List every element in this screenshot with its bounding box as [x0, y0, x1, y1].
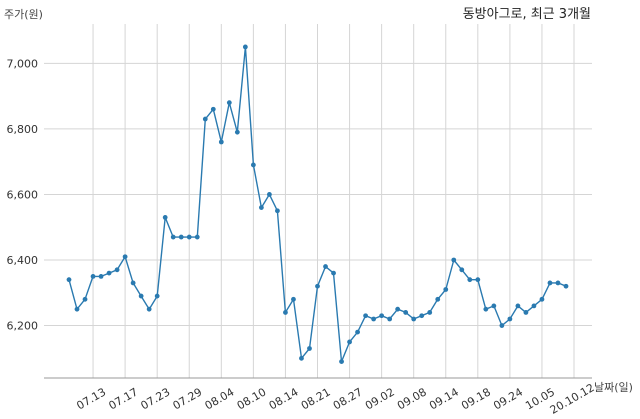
x-tick-label: 08.21	[299, 385, 333, 412]
data-point	[523, 310, 529, 315]
data-point	[98, 273, 104, 279]
y-tick-label: 7,000	[7, 57, 39, 70]
data-point	[363, 313, 368, 319]
data-point	[475, 277, 481, 283]
y-tick-label: 6,800	[7, 123, 39, 136]
x-tick-label: 07.17	[106, 385, 140, 412]
data-point	[275, 208, 280, 214]
data-point	[507, 316, 513, 322]
data-point	[162, 214, 168, 220]
data-point	[74, 306, 80, 312]
x-tick-label: 09.18	[459, 385, 493, 412]
data-point	[315, 283, 320, 289]
data-point	[427, 310, 433, 315]
data-point	[210, 106, 216, 112]
data-point	[226, 100, 232, 106]
x-tick-label: 07.23	[139, 385, 173, 412]
x-tick-label: 09.24	[491, 385, 525, 412]
x-tick-label: 09.02	[363, 385, 397, 412]
data-point	[499, 323, 505, 328]
grid	[44, 24, 592, 378]
data-point	[234, 129, 240, 135]
data-point	[202, 116, 208, 122]
data-point	[250, 162, 256, 168]
x-tick-label: 07.29	[171, 385, 205, 412]
data-point	[66, 277, 72, 283]
y-tick-label: 6,600	[7, 188, 39, 201]
data-point	[339, 359, 344, 365]
data-point	[106, 270, 112, 276]
y-tick-label: 6,400	[7, 254, 39, 267]
x-tick-label: 08.10	[235, 385, 269, 412]
x-tick-label: 08.04	[203, 385, 237, 412]
data-point	[491, 303, 497, 309]
data-point	[82, 296, 88, 302]
x-tick-label: 08.14	[267, 385, 301, 412]
data-point	[419, 313, 425, 319]
data-point	[435, 296, 441, 302]
data-point	[531, 303, 537, 309]
data-point	[387, 316, 393, 322]
data-point	[307, 346, 312, 351]
data-point	[355, 329, 360, 335]
data-point	[258, 205, 264, 210]
data-point	[459, 267, 465, 273]
data-point	[403, 310, 409, 315]
data-point	[443, 287, 449, 292]
x-tick-labels: 07.1307.1707.2307.2908.0408.1008.1408.21…	[74, 381, 596, 417]
data-point	[411, 316, 417, 322]
data-point	[130, 280, 136, 286]
data-point	[347, 339, 352, 345]
data-point	[122, 254, 128, 260]
data-point	[483, 306, 489, 312]
data-point	[154, 293, 160, 299]
data-point	[291, 296, 296, 302]
data-point	[146, 306, 152, 312]
data-point	[451, 257, 457, 263]
y-tick-label: 6,200	[7, 320, 39, 333]
data-point	[379, 313, 385, 319]
data-points	[66, 44, 569, 365]
data-point	[267, 192, 272, 197]
data-point	[186, 234, 192, 240]
data-point	[547, 280, 553, 286]
data-point	[331, 270, 336, 276]
y-tick-labels: 6,200 6,400 6,600 6,800 7,000	[7, 57, 39, 332]
data-point	[539, 296, 545, 302]
data-point	[114, 267, 120, 273]
data-point	[170, 234, 176, 240]
data-point	[323, 264, 328, 269]
data-point	[563, 283, 569, 289]
data-point	[90, 273, 96, 279]
data-point	[299, 355, 304, 361]
data-point	[371, 316, 377, 322]
data-point	[515, 303, 521, 309]
x-tick-label: 08.27	[331, 385, 365, 412]
x-tick-label: 07.13	[74, 385, 108, 412]
chart-title: 동방아그로, 최근 3개월	[463, 7, 591, 22]
data-point	[178, 234, 184, 240]
x-tick-label: 09.14	[427, 385, 461, 412]
data-point	[467, 277, 473, 283]
data-point	[194, 234, 200, 240]
data-point	[395, 306, 401, 312]
data-point	[218, 139, 224, 145]
data-point	[283, 310, 288, 315]
data-point	[555, 280, 561, 286]
data-point	[242, 44, 248, 50]
data-point	[138, 293, 144, 299]
x-tick-label: 09.08	[395, 385, 429, 412]
y-axis-title: 주가(원)	[4, 8, 43, 21]
x-axis-title: 날짜(일)	[594, 380, 633, 394]
x-tick-label: 20.10.12	[548, 381, 597, 417]
